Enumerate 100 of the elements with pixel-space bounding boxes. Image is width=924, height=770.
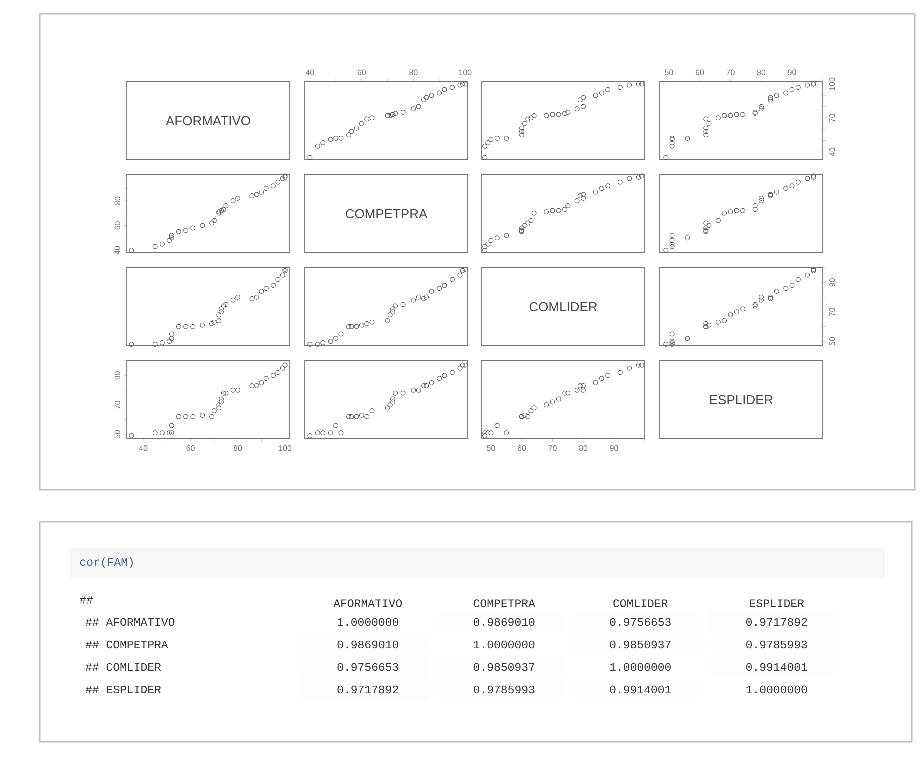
point bbox=[790, 87, 795, 92]
point bbox=[429, 289, 434, 294]
y-tick-label: ## ESPLIDER bbox=[86, 686, 162, 694]
point bbox=[270, 283, 276, 288]
point bbox=[393, 304, 398, 309]
point bbox=[593, 190, 598, 195]
point bbox=[236, 388, 241, 393]
x-tick-label: 80 bbox=[234, 446, 242, 452]
point bbox=[338, 430, 344, 436]
point bbox=[388, 402, 393, 408]
point bbox=[599, 90, 604, 96]
point bbox=[664, 155, 669, 160]
point bbox=[346, 324, 352, 330]
point bbox=[606, 373, 611, 378]
point bbox=[200, 322, 206, 328]
point bbox=[346, 132, 352, 138]
x-tick-label: 60 bbox=[518, 446, 526, 452]
point bbox=[236, 294, 241, 300]
point bbox=[566, 110, 571, 116]
point bbox=[618, 85, 623, 90]
point bbox=[184, 324, 189, 330]
point bbox=[184, 228, 189, 234]
point bbox=[328, 339, 334, 344]
y-tick-label: 70 bbox=[830, 308, 836, 316]
point bbox=[334, 423, 339, 428]
point bbox=[308, 434, 313, 439]
point bbox=[670, 242, 675, 247]
x-tick-label: COMLIDER bbox=[614, 600, 668, 608]
point bbox=[488, 238, 494, 244]
point bbox=[320, 140, 326, 146]
point bbox=[728, 312, 734, 318]
point bbox=[152, 244, 158, 250]
point bbox=[519, 129, 524, 134]
point bbox=[254, 192, 260, 198]
point bbox=[315, 430, 320, 436]
data-label: 1.0000000 bbox=[610, 663, 671, 672]
point bbox=[532, 210, 537, 216]
point bbox=[422, 98, 427, 103]
point bbox=[805, 176, 810, 182]
point bbox=[574, 388, 580, 393]
point bbox=[385, 406, 390, 411]
point bbox=[236, 196, 241, 202]
point bbox=[593, 380, 598, 386]
point bbox=[685, 236, 690, 241]
point bbox=[758, 104, 764, 110]
point bbox=[704, 220, 709, 226]
data-label: 0.9785993 bbox=[474, 686, 535, 694]
point bbox=[704, 116, 709, 122]
y-tick-label: 50 bbox=[114, 430, 120, 439]
data-label: 0.9869010 bbox=[338, 640, 398, 649]
point bbox=[796, 85, 801, 90]
point bbox=[482, 248, 488, 254]
y-tick-label: 70 bbox=[114, 401, 120, 410]
point bbox=[167, 430, 172, 436]
point bbox=[796, 277, 801, 282]
point bbox=[639, 82, 644, 87]
point bbox=[578, 384, 583, 389]
point bbox=[218, 306, 224, 312]
point bbox=[167, 238, 172, 244]
point bbox=[400, 110, 406, 116]
point bbox=[704, 321, 709, 326]
point bbox=[442, 87, 448, 92]
point bbox=[494, 423, 500, 428]
point bbox=[566, 203, 571, 208]
point bbox=[364, 414, 370, 420]
y-tick-label: 60 bbox=[114, 222, 120, 230]
data-label: 0.9914001 bbox=[610, 686, 672, 694]
point bbox=[670, 332, 675, 337]
point bbox=[664, 248, 669, 254]
point bbox=[210, 321, 215, 326]
point bbox=[442, 283, 448, 288]
point bbox=[176, 229, 182, 234]
point bbox=[784, 286, 789, 292]
point bbox=[670, 244, 675, 250]
text: cor(FAM) bbox=[80, 558, 133, 568]
point bbox=[250, 194, 255, 199]
point bbox=[627, 366, 632, 371]
point bbox=[160, 430, 165, 436]
point bbox=[670, 233, 675, 238]
x-tick-label: 40 bbox=[306, 70, 314, 76]
point bbox=[160, 340, 165, 346]
point bbox=[544, 402, 550, 408]
point bbox=[580, 104, 586, 110]
point bbox=[416, 104, 422, 110]
x-tick-label: 100 bbox=[459, 70, 472, 76]
point bbox=[482, 430, 488, 436]
point bbox=[774, 289, 780, 294]
point bbox=[562, 207, 568, 212]
point bbox=[354, 324, 360, 330]
point bbox=[210, 220, 215, 226]
point bbox=[276, 370, 281, 376]
point bbox=[734, 208, 740, 214]
point bbox=[716, 116, 721, 121]
point bbox=[334, 336, 339, 342]
point bbox=[190, 226, 196, 231]
point bbox=[264, 186, 269, 192]
point bbox=[774, 93, 780, 98]
point bbox=[442, 373, 448, 378]
point bbox=[259, 289, 264, 294]
point bbox=[264, 286, 269, 292]
